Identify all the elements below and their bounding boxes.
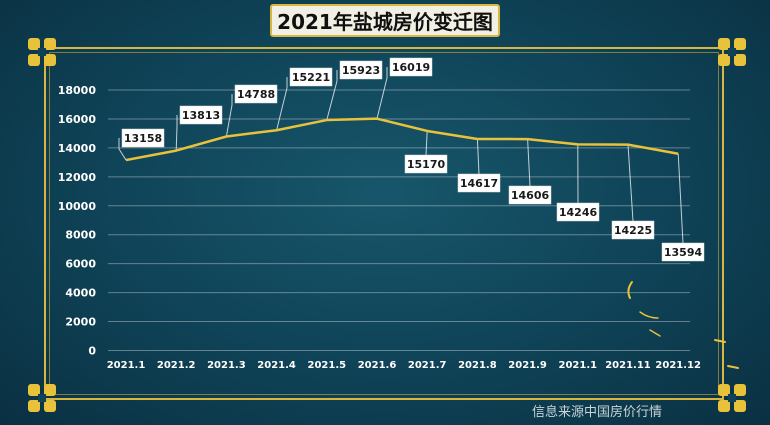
gridlines <box>108 89 690 351</box>
data-label-box <box>121 128 165 148</box>
x-tick-label: 2021.11 <box>605 360 651 371</box>
data-label-box <box>389 57 433 77</box>
data-label: 13158 <box>124 132 162 145</box>
source-note: 信息来源中国房价行情 <box>532 405 663 420</box>
leader-lines <box>118 67 684 244</box>
leader-line <box>376 67 388 119</box>
series-line-layer <box>125 117 679 162</box>
data-label-box <box>508 185 552 205</box>
corner-ornament-top-left <box>28 38 56 66</box>
y-axis-ticks: 0 2000 4000 6000 8000 10000 12000 14000 16000 180… <box>58 84 97 358</box>
leader-line <box>175 115 178 151</box>
data-label: 14788 <box>237 88 275 101</box>
data-label-box <box>457 173 501 193</box>
y-tick-label: 2000 <box>65 316 96 329</box>
data-label: 15170 <box>407 158 446 171</box>
data-label-box <box>339 60 383 80</box>
leader-line <box>326 70 338 121</box>
data-label: 14225 <box>614 224 652 237</box>
x-tick-label: 2021.12 <box>655 360 701 371</box>
leader-line <box>527 139 531 187</box>
data-label-box <box>556 202 600 222</box>
x-tick-label: 2021.1 <box>559 360 598 371</box>
series-line <box>125 117 679 162</box>
data-label: 14606 <box>511 189 550 202</box>
leader-line <box>118 138 127 161</box>
corner-ornament-bottom-right <box>718 384 746 412</box>
y-tick-label: 12000 <box>58 171 97 184</box>
decorative-brush-marks <box>627 281 739 369</box>
y-tick-label: 16000 <box>58 113 97 126</box>
x-tick-label: 2021.3 <box>207 360 246 371</box>
data-label-box <box>289 67 333 87</box>
data-label-box <box>611 220 655 240</box>
y-tick-label: 14000 <box>58 142 97 155</box>
x-tick-label: 2021.4 <box>257 360 296 371</box>
x-tick-label: 2021.9 <box>508 360 547 371</box>
y-tick-label: 8000 <box>65 229 96 242</box>
data-labels: 13158 13813 14788 15221 15923 16019 15170 14617… <box>121 57 705 262</box>
data-label: 13813 <box>182 109 220 122</box>
y-tick-label: 10000 <box>58 200 97 213</box>
y-tick-label: 4000 <box>65 287 96 300</box>
corner-ornament-bottom-left <box>28 384 56 412</box>
data-label: 16019 <box>392 61 430 74</box>
leader-line <box>225 94 233 137</box>
gold-frame <box>44 47 724 400</box>
data-label-box <box>234 84 278 104</box>
y-tick-label: 6000 <box>65 258 96 271</box>
data-label: 14617 <box>460 177 498 190</box>
leader-line <box>627 144 634 222</box>
leader-line <box>276 77 288 131</box>
x-tick-label: 2021.8 <box>458 360 497 371</box>
x-tick-label: 2021.2 <box>157 360 196 371</box>
x-tick-label: 2021.6 <box>358 360 397 371</box>
leader-line <box>677 153 684 244</box>
y-tick-label: 18000 <box>58 84 97 97</box>
chart-title: 2021年盐城房价变迁图 <box>270 4 500 37</box>
data-label-box <box>179 105 223 125</box>
data-label: 15923 <box>342 64 380 77</box>
leader-line <box>476 138 480 175</box>
x-tick-label: 2021.7 <box>408 360 447 371</box>
data-label-box <box>661 242 705 262</box>
x-tick-label: 2021.1 <box>107 360 146 371</box>
data-label-box <box>404 154 448 174</box>
x-tick-label: 2021.5 <box>308 360 347 371</box>
leader-line <box>425 130 428 156</box>
gold-inner-frame <box>49 52 719 395</box>
data-label: 13594 <box>664 246 703 259</box>
data-label: 14246 <box>559 206 598 219</box>
corner-ornament-top-right <box>718 38 746 66</box>
data-label: 15221 <box>292 71 330 84</box>
y-tick-label: 0 <box>88 345 96 358</box>
x-axis-ticks: 2021.1 2021.2 2021.3 2021.4 2021.5 2021.6 2021… <box>107 360 701 371</box>
